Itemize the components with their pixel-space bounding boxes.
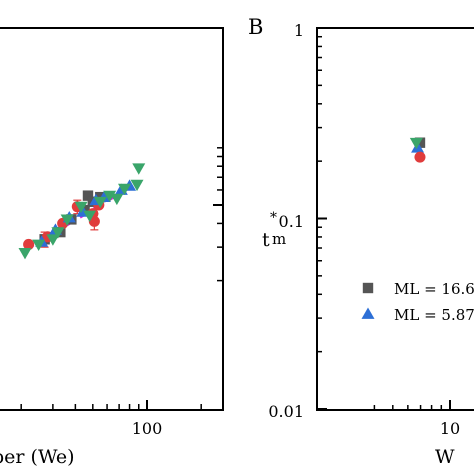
y-title-sup: * [270, 210, 277, 226]
y-title-sub: m [272, 230, 286, 248]
panel-a-point-triangle-down [130, 179, 144, 192]
panel-b-x-tick-label-10: 10 [440, 419, 460, 438]
legend-marker-square [362, 282, 374, 294]
panel-a-point-circle [88, 215, 100, 227]
legend-marker-triangle [361, 307, 375, 319]
panel-b-x-axis-title: W [435, 446, 455, 468]
panel-b-point-triangle-down [409, 137, 423, 150]
legend-label-ml-16: ML = 16.6 [394, 280, 474, 298]
panel-a-ticks [20, 147, 223, 410]
panel-a-points [18, 163, 146, 260]
panel-b-frame [316, 27, 474, 411]
panel-a-point-triangle-down [132, 163, 146, 175]
panel-a-point-triangle-down [74, 201, 88, 214]
panel-a: 100 ber (We) [0, 27, 224, 468]
panel-a-x-tick-label: 100 [132, 419, 163, 438]
panel-b: B 1 0.1 0.01 10 t m * W ML = 16.6 ML = 5… [248, 15, 474, 468]
panel-a-point-triangle-down [83, 210, 97, 223]
panel-b-y-tick-label-0.1: 0.1 [279, 212, 304, 231]
panel-b-label: B [248, 15, 263, 39]
legend-label-ml-5: ML = 5.87 [394, 306, 474, 324]
panel-a-point-square [82, 190, 94, 201]
panel-b-legend: ML = 16.6 ML = 5.87 [361, 280, 474, 324]
panel-b-y-axis-title: t m * [262, 210, 286, 251]
panel-a-point-triangle-down [60, 214, 74, 226]
legend-triangle-marker [361, 307, 375, 319]
panel-a-point-triangle-down [46, 234, 60, 246]
panel-b-ticks [317, 27, 451, 410]
y-title-main: t [262, 229, 270, 251]
panel-b-points [409, 137, 426, 163]
panel-a-point-triangle-down [118, 183, 132, 196]
panel-a-x-axis-title: ber (We) [0, 446, 75, 468]
panel-b-y-tick-label-1: 1 [294, 21, 304, 40]
panel-a-point-triangle-down [103, 190, 117, 203]
panel-b-y-tick-label-0.01: 0.01 [268, 402, 304, 421]
panel-a-point-triangle-down [93, 196, 107, 209]
panel-a-point-circle [23, 238, 35, 250]
panel-a-frame [0, 27, 224, 411]
panel-a-point-triangle-down [32, 239, 46, 251]
legend-square-marker [362, 282, 374, 294]
panel-a-point-triangle-down [110, 193, 124, 206]
panel-a-point-triangle-down [18, 247, 32, 260]
panel-a-point-triangle-down [51, 227, 65, 239]
panel-b-point-circle [414, 151, 426, 163]
